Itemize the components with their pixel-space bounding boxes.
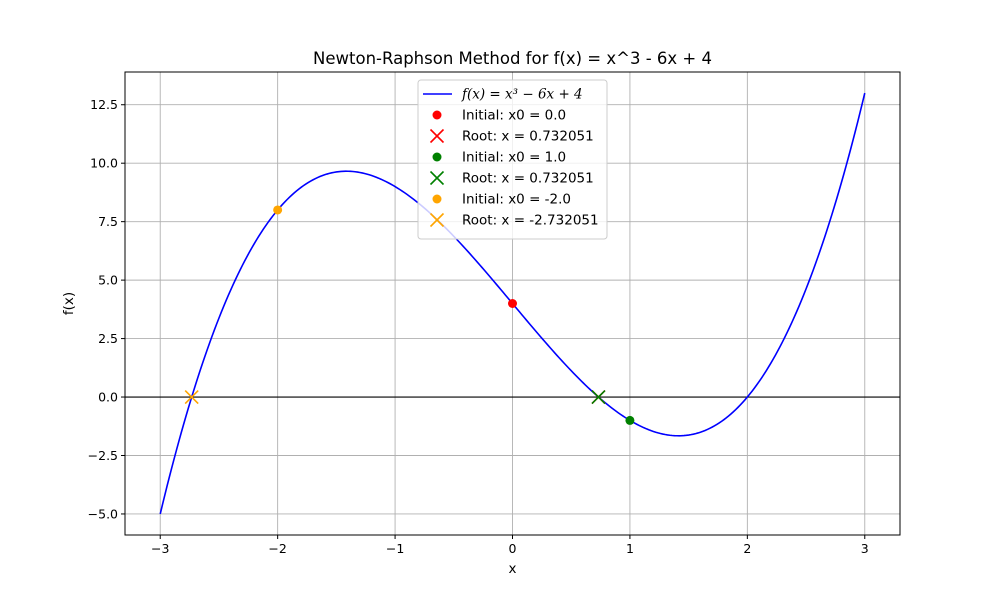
y-axis-label: f(x): [61, 292, 77, 315]
legend-label: Root: x = -2.732051: [462, 213, 599, 229]
legend-label: Root: x = 0.732051: [462, 171, 594, 187]
ticks: −3 −2 −1 0 1 2 3 −5.0 −2.5 0.0 2.5 5.0 7.5 10.0 12.5: [88, 97, 869, 556]
x-tick-label: −2: [268, 541, 286, 556]
legend-initial-swatch: [432, 110, 442, 120]
initial-point: [273, 205, 283, 215]
x-tick-label: 2: [743, 541, 751, 556]
y-tick-label: 12.5: [90, 97, 118, 112]
y-tick-label: 10.0: [90, 156, 118, 171]
legend-root-swatch: [429, 128, 445, 144]
legend-label: Initial: x0 = -2.0: [462, 192, 571, 208]
root-marker: [591, 389, 606, 405]
points-layer: [184, 205, 635, 425]
initial-point: [625, 415, 635, 425]
root-marker: [184, 389, 199, 405]
x-tick-label: 3: [861, 541, 869, 556]
legend-initial-swatch: [432, 194, 442, 204]
legend-box: [417, 79, 608, 240]
x-tick-label: 1: [626, 541, 634, 556]
initial-point: [508, 299, 517, 308]
legend-root-swatch: [429, 212, 445, 228]
legend-label: Initial: x0 = 1.0: [462, 150, 566, 166]
x-tick-label: 0: [509, 541, 517, 556]
legend-label: f(x) = x³ − 6x + 4: [461, 87, 583, 103]
legend: f(x) = x³ − 6x + 4 Initial: x0 = 0.0 Root:…: [417, 79, 608, 240]
legend-root-swatch: [429, 170, 445, 186]
legend-label: Initial: x0 = 0.0: [462, 108, 566, 124]
legend-label: Root: x = 0.732051: [462, 129, 594, 145]
chart-title: Newton-Raphson Method for f(x) = x^3 - 6…: [313, 49, 712, 68]
y-tick-label: 7.5: [98, 214, 118, 229]
y-tick-label: −5.0: [88, 506, 118, 521]
x-axis-label: x: [509, 561, 517, 577]
y-tick-label: −2.5: [88, 448, 118, 463]
y-tick-label: 0.0: [98, 390, 118, 405]
x-tick-label: −1: [386, 541, 404, 556]
y-tick-label: 5.0: [98, 273, 118, 288]
x-tick-label: −3: [151, 541, 169, 556]
legend-initial-swatch: [432, 152, 442, 162]
y-tick-label: 2.5: [98, 331, 118, 346]
